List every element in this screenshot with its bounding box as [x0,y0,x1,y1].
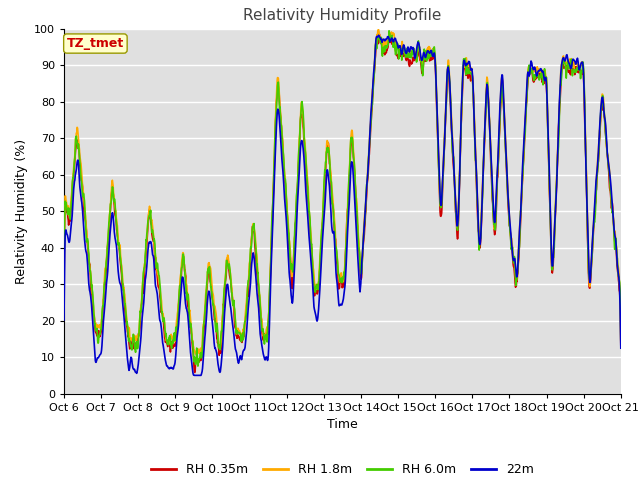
22m [191,372,198,378]
Line: RH 1.8m: RH 1.8m [64,30,621,354]
Line: RH 0.35m: RH 0.35m [64,34,621,372]
RH 0.35m [617,342,625,348]
X-axis label: Time: Time [327,418,358,431]
22m [502,156,510,161]
RH 6.0m [60,290,68,296]
22m [60,317,68,323]
RH 0.35m [376,31,383,37]
RH 1.8m [184,291,191,297]
RH 0.35m [502,161,510,167]
RH 6.0m [552,206,559,212]
RH 6.0m [617,337,625,343]
RH 6.0m [170,330,178,336]
RH 1.8m [429,48,437,54]
RH 1.8m [170,336,178,342]
22m [246,280,254,286]
22m [617,345,625,351]
RH 1.8m [192,351,200,357]
22m [375,32,383,38]
RH 6.0m [184,294,191,300]
RH 0.35m [170,343,178,348]
RH 1.8m [502,151,510,157]
Y-axis label: Relativity Humidity (%): Relativity Humidity (%) [15,139,28,284]
RH 0.35m [429,56,437,61]
RH 1.8m [617,339,625,345]
Line: 22m: 22m [64,35,621,375]
Line: RH 6.0m: RH 6.0m [64,31,621,366]
RH 6.0m [194,363,202,369]
RH 6.0m [385,28,393,34]
22m [170,363,178,369]
RH 1.8m [60,294,68,300]
RH 1.8m [246,249,254,255]
Title: Relativity Humidity Profile: Relativity Humidity Profile [243,9,442,24]
RH 0.35m [246,257,254,263]
Legend: RH 0.35m, RH 1.8m, RH 6.0m, 22m: RH 0.35m, RH 1.8m, RH 6.0m, 22m [146,458,539,480]
RH 0.35m [184,303,191,309]
RH 6.0m [429,46,437,51]
22m [429,53,437,59]
RH 1.8m [552,202,559,208]
RH 0.35m [191,370,198,375]
Text: TZ_tmet: TZ_tmet [67,37,124,50]
22m [184,312,191,318]
RH 0.35m [60,297,68,302]
RH 0.35m [552,211,559,217]
RH 6.0m [502,159,510,165]
22m [552,208,559,214]
RH 6.0m [246,246,254,252]
RH 1.8m [375,27,383,33]
